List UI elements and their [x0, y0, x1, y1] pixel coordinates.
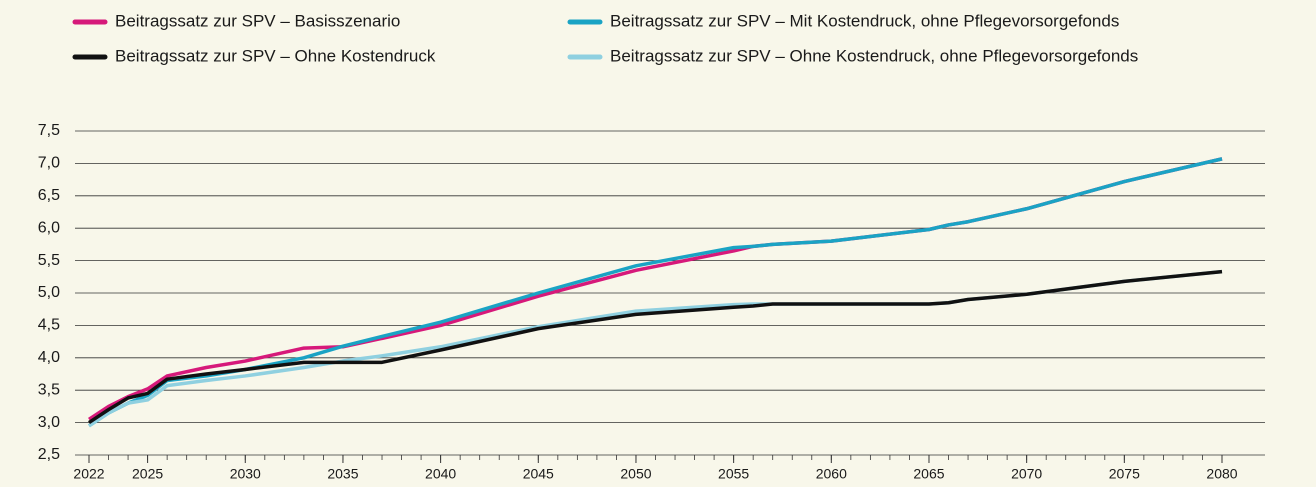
y-tick-label: 7,5 — [38, 122, 60, 139]
x-tick-label: 2075 — [1109, 466, 1140, 482]
series-line — [88, 157, 1223, 421]
series-line — [88, 269, 1223, 425]
x-tick-label: 2050 — [620, 466, 651, 482]
series-line — [88, 269, 1223, 428]
y-tick-label: 7,0 — [38, 155, 60, 172]
legend-label: Beitragssatz zur SPV – Ohne Kostendruck,… — [610, 46, 1138, 65]
y-tick-label: 4,5 — [38, 317, 60, 334]
x-tick-label: 2022 — [73, 466, 104, 482]
legend-label: Beitragssatz zur SPV – Mit Kostendruck, … — [610, 11, 1119, 30]
x-tick-label: 2030 — [230, 466, 261, 482]
x-tick-label: 2025 — [132, 466, 163, 482]
legend-label: Beitragssatz zur SPV – Ohne Kostendruck — [115, 46, 436, 65]
x-tick-label: 2040 — [425, 466, 456, 482]
y-tick-label: 5,5 — [38, 252, 60, 269]
y-tick-label: 5,0 — [38, 284, 60, 301]
legend-label: Beitragssatz zur SPV – Basisszenario — [115, 11, 400, 30]
x-tick-label: 2045 — [523, 466, 554, 482]
x-tick-label: 2070 — [1011, 466, 1042, 482]
y-tick-label: 2,5 — [38, 446, 60, 463]
y-tick-label: 6,5 — [38, 187, 60, 204]
x-tick-label: 2055 — [718, 466, 749, 482]
x-tick-label: 2060 — [816, 466, 847, 482]
y-tick-label: 6,0 — [38, 219, 60, 236]
x-tick-label: 2035 — [327, 466, 358, 482]
y-tick-label: 4,0 — [38, 349, 60, 366]
x-tick-label: 2065 — [913, 466, 944, 482]
x-tick-label: 2080 — [1206, 466, 1237, 482]
y-tick-label: 3,0 — [38, 414, 60, 431]
y-tick-label: 3,5 — [38, 381, 60, 398]
